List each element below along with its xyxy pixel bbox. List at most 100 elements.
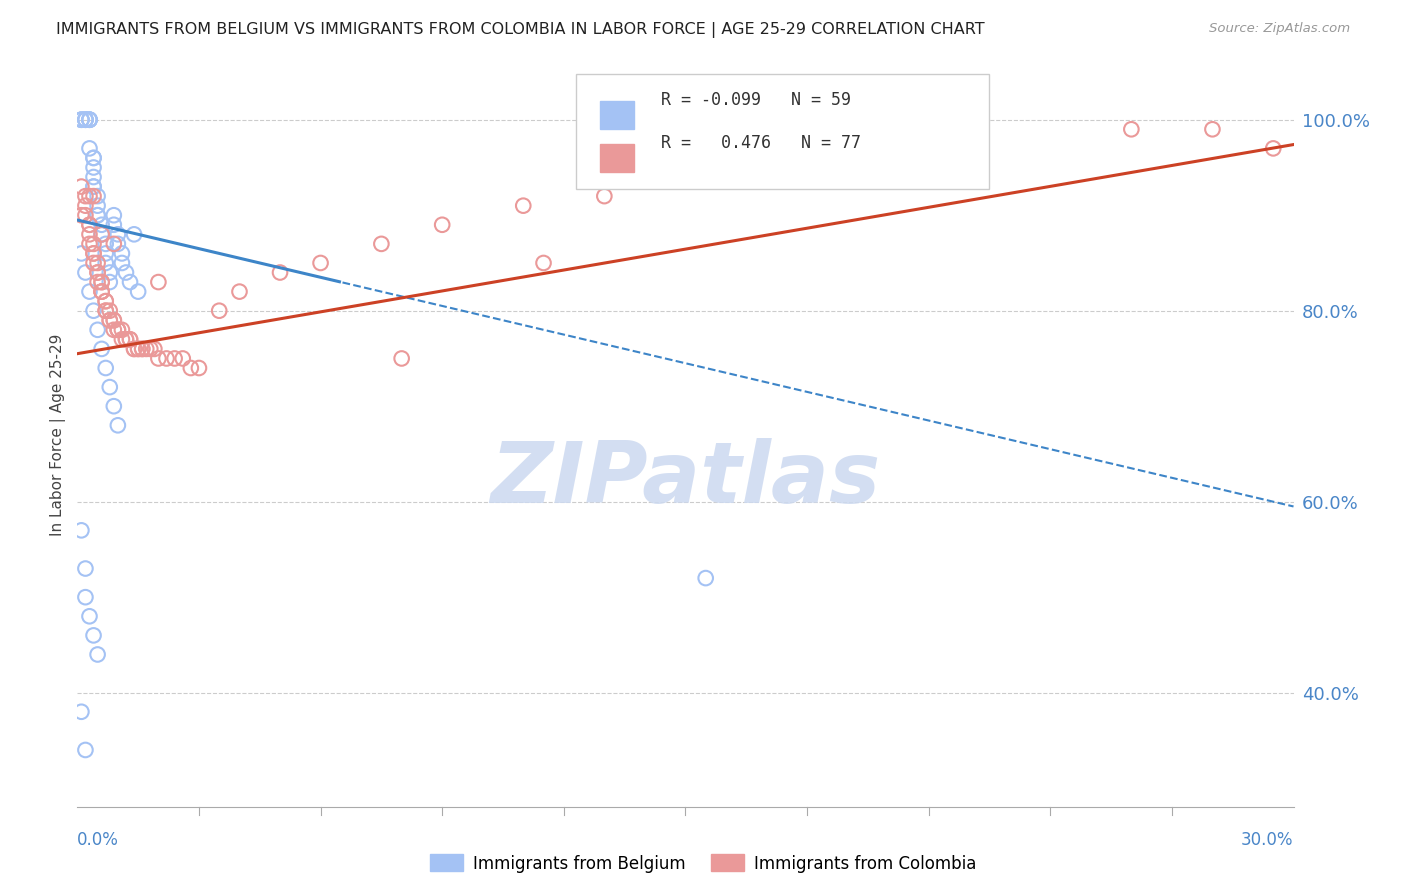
Point bbox=[111, 323, 134, 337]
Point bbox=[94, 236, 117, 251]
Point bbox=[115, 332, 138, 346]
Point bbox=[1121, 122, 1143, 136]
Point bbox=[83, 179, 105, 194]
Point bbox=[172, 351, 194, 366]
Text: R = -0.099   N = 59: R = -0.099 N = 59 bbox=[661, 91, 851, 109]
Point bbox=[131, 342, 153, 356]
Point bbox=[90, 227, 112, 242]
Point bbox=[79, 227, 101, 242]
Point bbox=[127, 342, 149, 356]
Point bbox=[107, 323, 129, 337]
Point bbox=[90, 285, 112, 299]
Point bbox=[309, 256, 332, 270]
Point bbox=[391, 351, 413, 366]
Point bbox=[70, 208, 93, 222]
Point bbox=[86, 189, 108, 203]
Point bbox=[98, 266, 121, 280]
Point bbox=[103, 236, 125, 251]
Text: 30.0%: 30.0% bbox=[1241, 831, 1294, 849]
Point bbox=[107, 236, 129, 251]
Point bbox=[163, 351, 186, 366]
Point bbox=[79, 236, 101, 251]
Point bbox=[79, 112, 101, 127]
Point bbox=[208, 303, 231, 318]
Point bbox=[135, 342, 157, 356]
Text: Source: ZipAtlas.com: Source: ZipAtlas.com bbox=[1209, 22, 1350, 36]
Point bbox=[107, 418, 129, 433]
Point bbox=[98, 380, 121, 394]
Point bbox=[75, 561, 97, 575]
Point bbox=[86, 266, 108, 280]
Point bbox=[111, 332, 134, 346]
Text: ZIPatlas: ZIPatlas bbox=[491, 438, 880, 521]
Text: IMMIGRANTS FROM BELGIUM VS IMMIGRANTS FROM COLOMBIA IN LABOR FORCE | AGE 25-29 C: IMMIGRANTS FROM BELGIUM VS IMMIGRANTS FR… bbox=[56, 22, 984, 38]
Point bbox=[94, 361, 117, 376]
Point bbox=[103, 313, 125, 327]
Point bbox=[188, 361, 211, 376]
Point bbox=[83, 151, 105, 165]
Point bbox=[79, 112, 101, 127]
Point bbox=[103, 208, 125, 222]
Point bbox=[86, 648, 108, 662]
Point bbox=[86, 199, 108, 213]
Point bbox=[83, 161, 105, 175]
Legend: Immigrants from Belgium, Immigrants from Colombia: Immigrants from Belgium, Immigrants from… bbox=[423, 847, 983, 880]
Point bbox=[155, 351, 177, 366]
Point bbox=[75, 743, 97, 757]
Point bbox=[86, 208, 108, 222]
Point bbox=[79, 218, 101, 232]
Point bbox=[90, 218, 112, 232]
Point bbox=[75, 112, 97, 127]
Point bbox=[103, 399, 125, 413]
Point bbox=[79, 112, 101, 127]
Point bbox=[118, 332, 141, 346]
Point bbox=[228, 285, 250, 299]
Text: R =   0.476   N = 77: R = 0.476 N = 77 bbox=[661, 134, 860, 152]
Point bbox=[122, 342, 145, 356]
Point bbox=[269, 266, 291, 280]
Point bbox=[837, 151, 859, 165]
Point bbox=[127, 342, 149, 356]
Point bbox=[94, 246, 117, 260]
Point bbox=[75, 208, 97, 222]
Point bbox=[90, 275, 112, 289]
Point bbox=[143, 342, 166, 356]
Point bbox=[512, 199, 534, 213]
Point bbox=[79, 285, 101, 299]
Point bbox=[533, 256, 555, 270]
Point bbox=[75, 112, 97, 127]
Point bbox=[94, 294, 117, 309]
Point bbox=[593, 189, 616, 203]
FancyBboxPatch shape bbox=[576, 74, 990, 189]
Point bbox=[714, 169, 737, 184]
Point bbox=[90, 275, 112, 289]
Point bbox=[70, 179, 93, 194]
Point bbox=[122, 227, 145, 242]
Point bbox=[70, 112, 93, 127]
Point bbox=[111, 256, 134, 270]
Point bbox=[957, 141, 980, 155]
Point bbox=[180, 361, 202, 376]
Point bbox=[70, 524, 93, 538]
Text: 0.0%: 0.0% bbox=[77, 831, 120, 849]
Point bbox=[83, 246, 105, 260]
Point bbox=[98, 275, 121, 289]
Point bbox=[148, 351, 170, 366]
Point bbox=[86, 256, 108, 270]
Point bbox=[1263, 141, 1285, 155]
Point bbox=[75, 112, 97, 127]
Point bbox=[75, 266, 97, 280]
Point bbox=[103, 323, 125, 337]
Point bbox=[83, 303, 105, 318]
Point bbox=[75, 590, 97, 604]
Point bbox=[79, 189, 101, 203]
Point bbox=[83, 236, 105, 251]
Point bbox=[94, 303, 117, 318]
Point bbox=[94, 294, 117, 309]
Point bbox=[118, 275, 141, 289]
Point bbox=[127, 285, 149, 299]
Point bbox=[148, 275, 170, 289]
Point bbox=[83, 169, 105, 184]
Point bbox=[122, 342, 145, 356]
Point bbox=[94, 256, 117, 270]
